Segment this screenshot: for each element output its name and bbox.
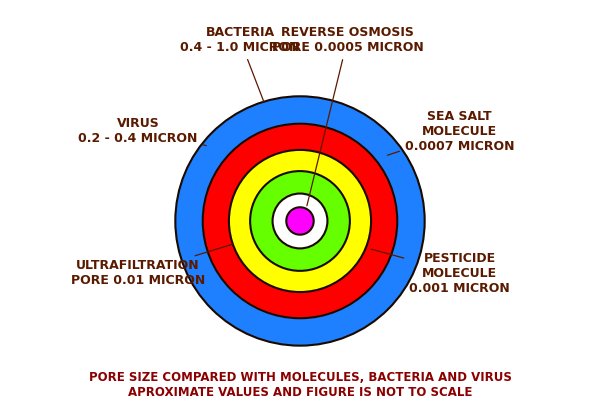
- Circle shape: [272, 193, 328, 249]
- Circle shape: [286, 207, 314, 235]
- Text: VIRUS
0.2 - 0.4 MICRON: VIRUS 0.2 - 0.4 MICRON: [78, 117, 206, 146]
- Text: PORE SIZE COMPARED WITH MOLECULES, BACTERIA AND VIRUS
APROXIMATE VALUES AND FIGU: PORE SIZE COMPARED WITH MOLECULES, BACTE…: [89, 371, 511, 399]
- Text: PESTICIDE
MOLECULE
0.001 MICRON: PESTICIDE MOLECULE 0.001 MICRON: [371, 249, 510, 295]
- Circle shape: [175, 96, 425, 346]
- Circle shape: [250, 171, 350, 271]
- Text: SEA SALT
MOLECULE
0.0007 MICRON: SEA SALT MOLECULE 0.0007 MICRON: [388, 110, 514, 155]
- Circle shape: [203, 124, 397, 318]
- Circle shape: [229, 150, 371, 292]
- Text: REVERSE OSMOSIS
PORE 0.0005 MICRON: REVERSE OSMOSIS PORE 0.0005 MICRON: [272, 26, 423, 206]
- Text: ULTRAFILTRATION
PORE 0.01 MICRON: ULTRAFILTRATION PORE 0.01 MICRON: [71, 244, 233, 287]
- Text: BACTERIA
0.4 - 1.0 MICRON: BACTERIA 0.4 - 1.0 MICRON: [181, 26, 300, 103]
